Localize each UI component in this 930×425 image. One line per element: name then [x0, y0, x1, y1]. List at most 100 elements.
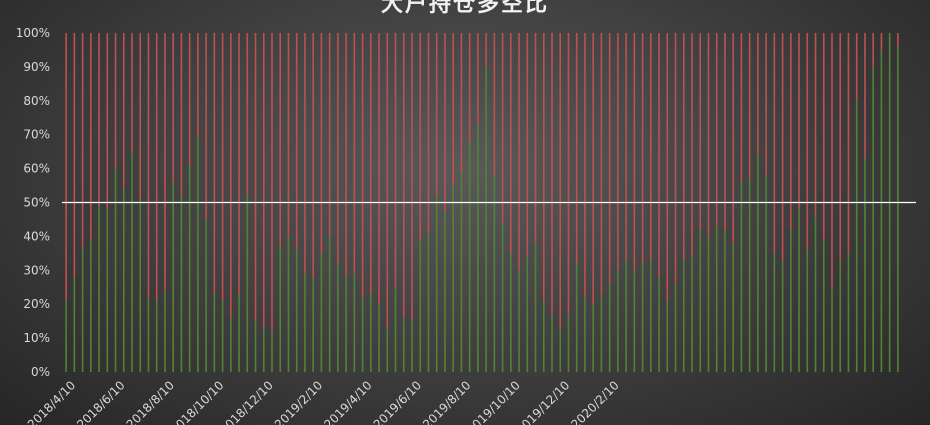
y-tick-label: 100%: [16, 26, 50, 40]
bar-long: [617, 270, 619, 372]
bar-long: [230, 317, 232, 372]
bar-long: [394, 287, 397, 372]
bar-long: [271, 331, 273, 372]
bar-short: [650, 33, 652, 261]
bar-short: [337, 33, 339, 264]
y-axis: 0% 10% 20% 30% 40% 50% 60% 70% 80% 90% 100%: [16, 26, 50, 379]
bar-long: [798, 209, 800, 372]
bar-short: [73, 33, 76, 278]
y-tick-label: 40%: [23, 229, 50, 243]
y-tick-label: 30%: [23, 263, 50, 277]
bar-short: [353, 33, 356, 274]
bar-long: [584, 297, 586, 372]
bar-short: [394, 33, 397, 288]
bar-short: [551, 33, 553, 315]
bar-long: [295, 249, 298, 372]
bar-long: [641, 263, 644, 372]
bar-short: [468, 33, 471, 142]
bar-short: [262, 33, 265, 328]
bar-short: [641, 33, 644, 264]
bar-short: [295, 33, 298, 250]
bar-short: [781, 33, 784, 261]
bar-long: [559, 327, 562, 372]
bar-short: [65, 33, 67, 301]
bar-short: [765, 33, 767, 176]
x-tick-label: 2019/4/10: [321, 378, 374, 425]
bar-short: [707, 33, 710, 237]
bar-long: [592, 304, 594, 372]
bar-long: [114, 168, 117, 372]
bar-short: [592, 33, 594, 305]
bar-long: [90, 239, 92, 372]
bar-long: [773, 253, 776, 372]
bar-short: [320, 33, 323, 254]
bar-short: [501, 33, 504, 223]
bar-long: [740, 182, 743, 372]
bar-long: [402, 317, 405, 372]
bar-short: [188, 33, 191, 166]
bar-short: [757, 33, 759, 156]
bar-short: [180, 33, 183, 196]
bar-long: [691, 256, 693, 372]
bar-long: [279, 246, 282, 372]
bar-long: [847, 253, 850, 372]
bar-long: [567, 314, 570, 372]
bar-long: [411, 321, 413, 372]
bar-long: [551, 314, 553, 372]
bar-long: [254, 321, 257, 372]
bar-short: [855, 33, 858, 101]
bar-short: [682, 33, 685, 261]
bar-long: [707, 236, 710, 372]
bar-long: [73, 277, 76, 372]
bar-long: [361, 297, 364, 372]
bar-short: [831, 33, 833, 288]
bar-short: [106, 33, 109, 210]
bar-short: [658, 33, 660, 278]
bar-long: [131, 151, 133, 372]
x-tick-label: 2018/8/10: [124, 378, 177, 425]
bar-short: [633, 33, 636, 271]
bar-long: [81, 246, 84, 372]
bar-short: [608, 33, 611, 284]
bar-short: [312, 33, 314, 278]
bar-long: [155, 300, 158, 372]
x-axis: 2018/4/102018/6/102018/8/102018/10/10201…: [25, 378, 622, 425]
bar-long: [485, 66, 487, 373]
bar-long: [353, 273, 356, 372]
bar-long: [872, 66, 874, 373]
bar-short: [271, 33, 273, 332]
bar-short: [172, 33, 174, 183]
bar-long: [328, 236, 331, 372]
bar-long: [880, 49, 883, 372]
x-tick-label: 2018/4/10: [25, 378, 78, 425]
bar-long: [65, 300, 67, 372]
bar-short: [435, 33, 438, 196]
bar-long: [98, 205, 100, 372]
bar-long: [180, 195, 183, 372]
y-tick-label: 90%: [23, 60, 50, 74]
bar-long: [213, 294, 216, 372]
bar-short: [378, 33, 380, 305]
x-tick-label: 2019/10/10: [464, 378, 523, 425]
bar-short: [122, 33, 125, 189]
bar-long: [608, 283, 611, 372]
bar-short: [402, 33, 405, 318]
bar-short: [98, 33, 100, 206]
bar-long: [748, 178, 751, 372]
x-tick-label: 2019/12/10: [514, 378, 573, 425]
bar-short: [81, 33, 84, 247]
bar-long: [246, 195, 249, 372]
bar-short: [164, 33, 166, 291]
bar-short: [139, 33, 142, 200]
x-tick-label: 2020/2/10: [568, 378, 621, 425]
bar-short: [221, 33, 224, 301]
x-tick-label: 2019/8/10: [420, 378, 473, 425]
bar-long: [460, 171, 463, 372]
bar-short: [790, 33, 792, 230]
bar-short: [872, 33, 874, 67]
bar-short: [444, 33, 446, 213]
bar-long: [287, 236, 290, 372]
x-tick-label: 2019/2/10: [272, 378, 325, 425]
bar-long: [600, 294, 603, 372]
